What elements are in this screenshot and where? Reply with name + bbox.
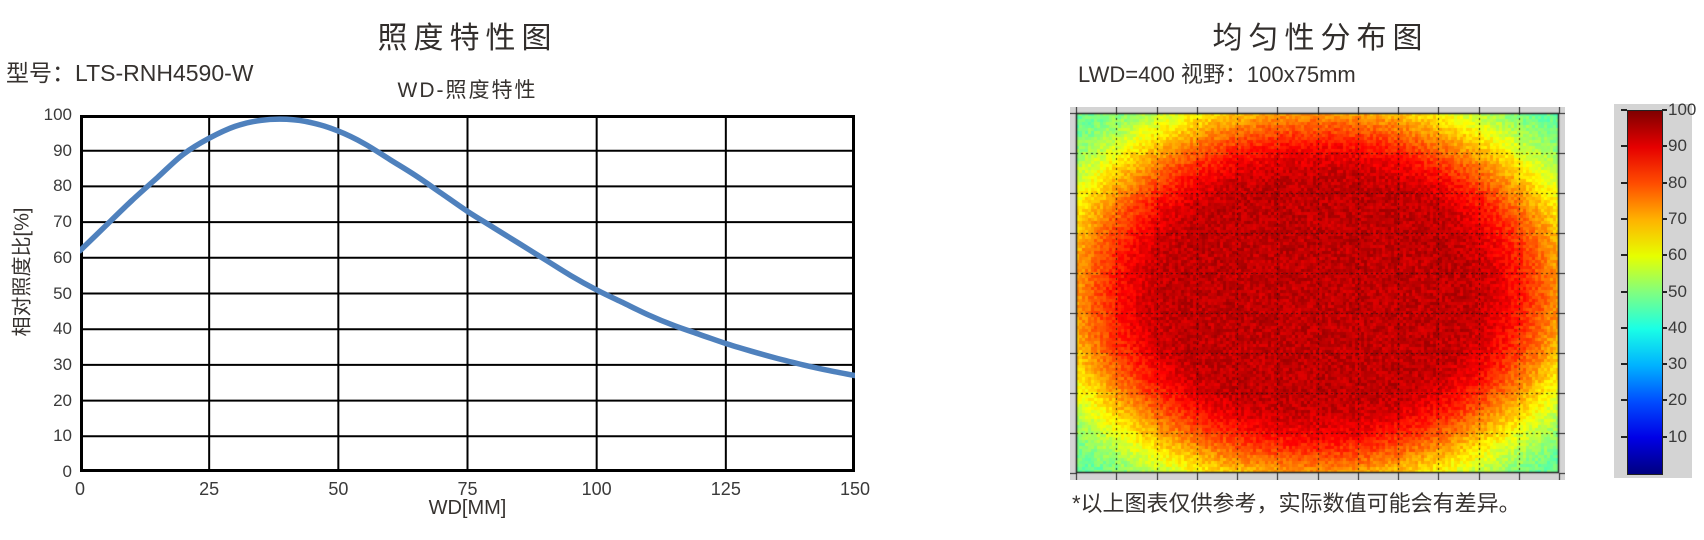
colorbar-tick [1621,109,1627,111]
x-tick-label: 0 [74,479,85,499]
colorbar-tick [1662,290,1667,293]
colorbar-tick [1662,109,1667,111]
colorbar-tick-label: 100 [1668,100,1697,119]
colorbar-tick [1621,363,1627,366]
colorbar-tick [1621,181,1627,184]
illuminance-curve [80,116,855,379]
y-axis-title: 相对照度比[%] [11,207,34,337]
footnote: *以上图表仅供参考，实际数值可能会有差异。 [1072,491,1521,516]
colorbar-tick [1621,145,1627,148]
colorbar-tick-label: 50 [1668,281,1687,301]
colorbar-tick [1621,254,1627,257]
plot-border [80,115,855,472]
model-label: 型号：LTS-RNH4590-W [6,60,254,86]
colorbar-tick [1662,254,1667,257]
colorbar-tick-label: 80 [1668,172,1687,192]
right-chart-subtitle: LWD=400 视野：100x75mm [1078,62,1356,87]
x-tick-label: 25 [199,479,220,499]
y-tick-label: 70 [53,212,72,232]
x-tick-label: 150 [839,479,871,499]
y-tick-label: 90 [53,140,72,160]
colorbar-tick [1662,145,1667,148]
colorbar-tick [1621,217,1627,220]
colorbar-tick [1621,290,1627,293]
colorbar-tick-label: 20 [1668,390,1687,410]
colorbar-tick-label: 40 [1668,317,1687,337]
x-axis-title: WD[MM] [428,497,507,519]
x-tick-label: 100 [581,479,612,499]
colorbar-tick-label: 60 [1668,245,1687,265]
x-tick-label: 75 [457,479,478,499]
heatmap-frame [1070,107,1565,480]
y-tick-label: 30 [53,354,72,374]
colorbar-tick [1662,217,1667,220]
colorbar-tick [1621,435,1627,438]
colorbar-tick [1621,326,1627,329]
uniformity-heatmap [1070,107,1565,480]
x-tick-label: 125 [710,479,741,499]
colorbar-tick-label: 90 [1668,136,1687,156]
x-tick-label: 50 [328,479,349,499]
colorbar-tick [1662,363,1667,366]
colorbar-tick [1662,399,1667,402]
colorbar-tick [1621,399,1627,402]
colorbar-gradient [1627,110,1663,475]
line-plot-svg [80,115,855,472]
line-plot-area [80,115,855,472]
colorbar-tick-label: 70 [1668,208,1687,228]
y-tick-label: 0 [62,462,72,481]
left-chart-title: 照度特性图 [377,22,558,55]
colorbar-tick-label: 10 [1668,426,1687,446]
y-tick-label: 80 [53,176,72,196]
colorbar-panel: 100 90 80 70 60 50 40 30 20 10 [1614,101,1696,478]
y-tick-label: 20 [53,390,72,410]
left-chart-subtitle: WD-照度特性 [397,79,538,102]
colorbar-tick [1662,181,1667,184]
right-chart-title: 均匀性分布图 [1212,22,1429,55]
y-tick-label: 100 [43,105,72,124]
colorbar-tick [1662,435,1667,438]
y-tick-label: 60 [53,247,72,267]
y-tick-label: 50 [53,283,72,303]
colorbar-tick-label: 30 [1668,354,1687,374]
y-tick-label: 40 [53,319,72,339]
y-tick-label: 10 [53,426,72,446]
colorbar-tick [1662,326,1667,329]
